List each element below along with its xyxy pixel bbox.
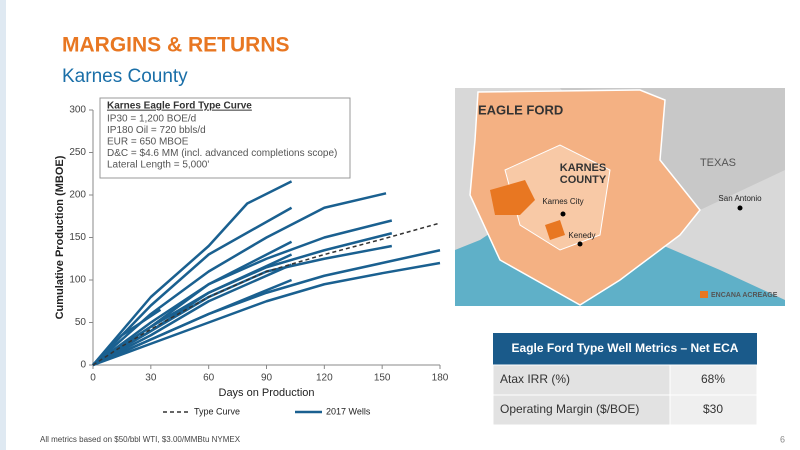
map-label: EAGLE FORD [478, 102, 563, 117]
well-line [92, 219, 393, 367]
map-label: KARNES [560, 162, 606, 174]
map-label: San Antonio [718, 194, 762, 203]
table-cell-bg [492, 394, 671, 426]
map-label: TEXAS [700, 157, 736, 169]
y-tick-label: 300 [69, 105, 86, 116]
x-tick-label: 0 [90, 373, 96, 384]
x-tick-label: 90 [261, 373, 273, 384]
table-cell: Operating Margin ($/BOE) [500, 402, 639, 416]
x-tick-label: 60 [203, 373, 215, 384]
table-cell-bg [669, 394, 758, 426]
annotation-title: Karnes Eagle Ford Type Curve [107, 101, 252, 112]
table-header: Eagle Ford Type Well Metrics – Net ECA [512, 341, 739, 355]
table-cell: 68% [701, 372, 725, 386]
acreage [490, 180, 535, 215]
map-label: Kenedy [568, 231, 595, 240]
slide-subtitle: Karnes County [62, 66, 188, 87]
annotation-line: IP180 Oil = 720 bbls/d [107, 125, 206, 136]
well-line [92, 263, 293, 367]
map-label: ENCANA ACREAGE [711, 292, 778, 299]
well-line [92, 206, 293, 366]
y-tick-label: 150 [69, 232, 86, 243]
annotation-line: IP30 = 1,200 BOE/d [107, 114, 196, 125]
y-tick-label: 200 [69, 190, 86, 201]
city-dot [560, 211, 566, 217]
map [455, 88, 785, 306]
table-cell-bg [492, 364, 671, 396]
city-dot [737, 205, 743, 211]
city-dot [577, 241, 583, 247]
well-line [92, 278, 293, 367]
map-label: Karnes City [542, 197, 583, 206]
acreage [545, 220, 565, 240]
well-line [92, 261, 441, 367]
footer-note: All metrics based on $50/bbl WTI, $3.00/… [40, 435, 241, 444]
karnes-county [504, 144, 611, 251]
side-bar [0, 0, 6, 450]
y-tick-label: 250 [69, 147, 86, 158]
table-cell: $30 [703, 402, 723, 416]
y-tick-label: 100 [69, 275, 86, 286]
x-tick-label: 120 [316, 373, 333, 384]
legend-label: 2017 Wells [326, 406, 371, 416]
legend-swatch [700, 291, 708, 298]
slide-title: MARGINS & RETURNS [62, 34, 290, 57]
annotation-line: Lateral Length = 5,000' [107, 160, 209, 171]
annotation-line: EUR = 650 MBOE [107, 137, 189, 148]
well-line [92, 180, 293, 366]
well-line [92, 244, 393, 367]
x-tick-label: 30 [145, 373, 157, 384]
table-header-bg [493, 333, 757, 365]
annotation-line: D&C = $4.6 MM (incl. advanced completion… [107, 148, 337, 159]
x-tick-label: 180 [432, 373, 449, 384]
annotation-box [99, 97, 351, 179]
x-axis-label: Days on Production [219, 387, 315, 399]
map-label: COUNTY [560, 174, 607, 186]
well-line [92, 308, 162, 366]
page-number: 6 [780, 434, 785, 444]
x-tick-label: 150 [374, 373, 391, 384]
table-cell: Atax IRR (%) [500, 372, 570, 386]
legend-label: Type Curve [194, 406, 240, 416]
y-tick-label: 50 [75, 317, 87, 328]
table-cell-bg [669, 364, 758, 396]
well-line [92, 240, 293, 367]
y-axis-label: Cumulative Production (MBOE) [54, 155, 66, 319]
y-tick-label: 0 [80, 360, 86, 371]
